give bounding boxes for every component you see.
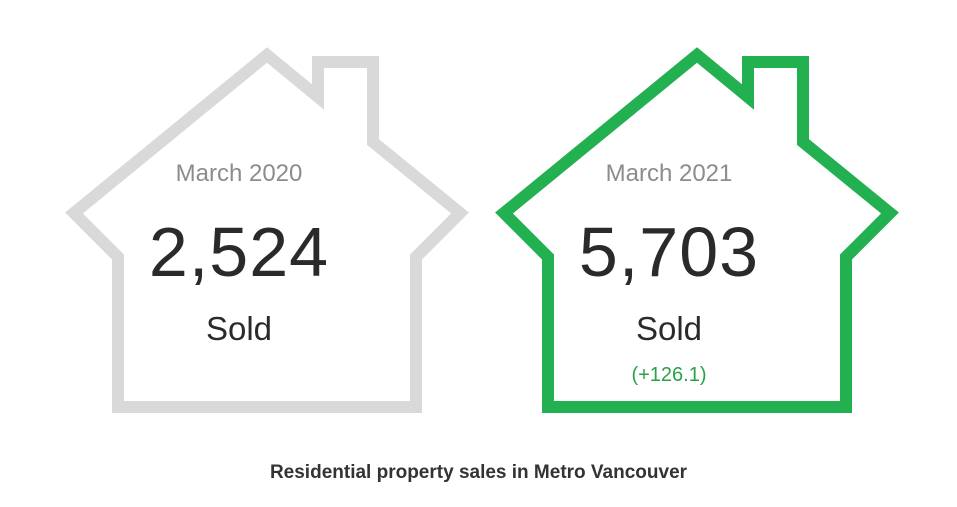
house-outline-icon xyxy=(495,47,899,413)
house-card-2021: March 2021 5,703 Sold (+126.1) xyxy=(430,0,908,440)
period-label: March 2020 xyxy=(175,160,303,187)
house-outline-icon xyxy=(65,47,469,413)
sold-label: Sold xyxy=(635,310,703,347)
sold-count: 2,524 xyxy=(148,213,330,291)
change-percent: (+126.1) xyxy=(631,364,707,386)
period-label: March 2021 xyxy=(605,160,733,187)
caption: Residential property sales in Metro Vanc… xyxy=(269,462,688,483)
sold-label: Sold xyxy=(205,310,273,347)
house-card-2020: March 2020 2,524 Sold xyxy=(0,0,478,440)
sold-count: 5,703 xyxy=(578,213,760,291)
